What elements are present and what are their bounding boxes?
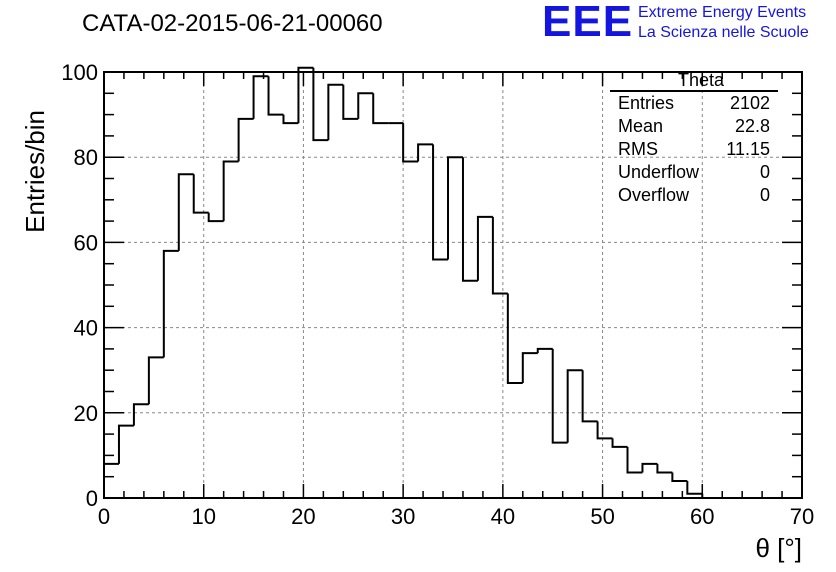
histogram-bin bbox=[312, 67, 329, 142]
x-tick-label: 10 bbox=[191, 504, 215, 529]
histogram-bin bbox=[282, 114, 299, 125]
logo-subtitle-line1: Extreme Energy Events bbox=[638, 4, 807, 21]
histogram-bin bbox=[252, 75, 269, 119]
x-tick-label: 40 bbox=[491, 504, 515, 529]
y-tick-label: 0 bbox=[86, 486, 98, 511]
grid-lines bbox=[104, 72, 802, 498]
chart-title: CATA-02-2015-06-21-00060 bbox=[82, 10, 383, 37]
stat-value: 0 bbox=[759, 162, 770, 182]
y-tick-label: 100 bbox=[61, 60, 98, 85]
histogram-bin bbox=[641, 462, 658, 473]
histogram-bin bbox=[132, 403, 149, 426]
x-tick-label: 20 bbox=[291, 504, 315, 529]
histogram-bin bbox=[447, 156, 463, 260]
x-axis-label: θ [°] bbox=[755, 533, 802, 563]
histogram-bin bbox=[566, 369, 583, 443]
histogram-bin bbox=[117, 424, 134, 464]
stats-title: Theta bbox=[610, 70, 778, 92]
stat-value: 11.15 bbox=[726, 139, 770, 159]
histogram-bin bbox=[671, 472, 688, 482]
histogram-bin bbox=[626, 446, 643, 474]
stat-name: Underflow bbox=[618, 162, 700, 182]
histogram-bin bbox=[162, 249, 179, 358]
histogram-bin bbox=[581, 370, 598, 423]
stat-name: RMS bbox=[618, 139, 658, 159]
x-tick-label: 50 bbox=[590, 504, 614, 529]
histogram-bin bbox=[222, 160, 239, 222]
eee-logo: EEE bbox=[542, 0, 634, 46]
histogram-bin bbox=[342, 84, 359, 120]
histogram-bin bbox=[596, 421, 613, 440]
histogram-bin bbox=[521, 352, 538, 383]
histogram-bin bbox=[207, 212, 224, 223]
histogram-bin bbox=[192, 174, 209, 214]
histogram-bin bbox=[686, 480, 703, 495]
x-tick-label: 60 bbox=[690, 504, 714, 529]
histogram-bin bbox=[267, 76, 284, 116]
logo-subtitle-line2: La Scienza nelle Scuole bbox=[638, 24, 809, 41]
stats-row-mean: Mean 22.8 bbox=[610, 115, 778, 138]
histogram-bin bbox=[103, 462, 119, 498]
y-tick-label: 20 bbox=[74, 401, 98, 426]
x-tick-label: 70 bbox=[790, 504, 814, 529]
histogram-bin bbox=[237, 117, 254, 162]
histogram-bin bbox=[327, 83, 344, 141]
histogram-bin bbox=[357, 92, 374, 119]
histogram-bin bbox=[506, 293, 523, 384]
y-tick-label: 60 bbox=[74, 230, 98, 255]
histogram-bin bbox=[551, 348, 568, 444]
histogram-bin bbox=[491, 216, 508, 295]
stats-row-entries: Entries 2102 bbox=[610, 92, 778, 115]
axis-ticks: 0 10 20 30 40 50 60 70 0 20 40 60 80 100 bbox=[61, 60, 814, 529]
histogram-bin bbox=[432, 144, 449, 261]
stat-value: 0 bbox=[759, 185, 770, 205]
x-tick-label: 30 bbox=[391, 504, 415, 529]
stats-row-overflow: Overflow 0 bbox=[610, 184, 778, 207]
stats-row-underflow: Underflow 0 bbox=[610, 161, 778, 184]
stat-value: 2102 bbox=[729, 93, 770, 113]
histogram-bin bbox=[177, 173, 194, 251]
histogram-bin bbox=[417, 143, 434, 162]
stat-value: 22.8 bbox=[734, 116, 770, 136]
histogram-bin bbox=[147, 356, 164, 405]
stat-name: Mean bbox=[618, 116, 664, 136]
x-tick-label: 0 bbox=[98, 504, 110, 529]
y-tick-label: 80 bbox=[74, 145, 98, 170]
histogram-bin bbox=[372, 93, 389, 125]
histogram-bin bbox=[297, 66, 314, 124]
histogram-bin bbox=[611, 438, 628, 448]
stat-name: Overflow bbox=[618, 185, 690, 205]
histogram-bin bbox=[476, 215, 493, 281]
histogram-bin bbox=[402, 123, 419, 163]
stats-row-rms: RMS 11.15 bbox=[610, 138, 778, 161]
histogram-bin bbox=[536, 347, 553, 354]
histogram-bin bbox=[656, 463, 673, 474]
stat-name: Entries bbox=[618, 93, 675, 113]
stats-box: Theta Entries 2102 Mean 22.8 RMS 11.15 U… bbox=[610, 70, 778, 207]
histogram-bin bbox=[461, 157, 478, 282]
y-tick-label: 40 bbox=[74, 316, 98, 341]
